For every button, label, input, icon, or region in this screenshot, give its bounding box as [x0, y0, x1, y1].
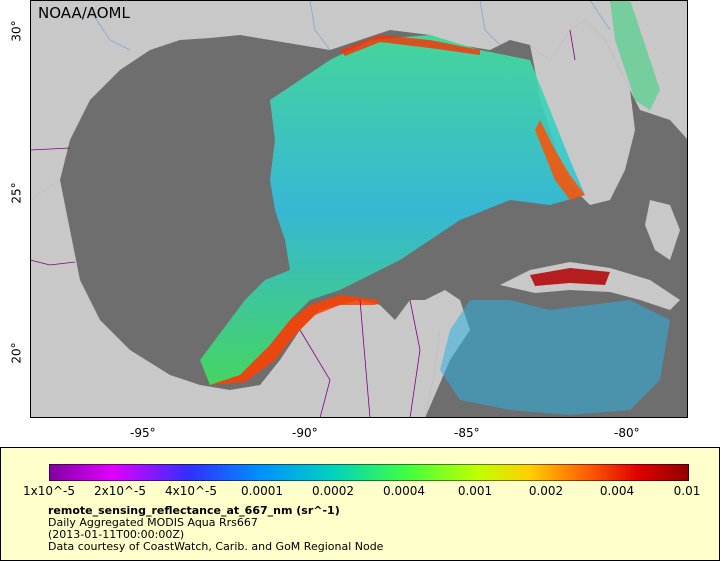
colorbar-tick-label: 4x10^-5	[164, 484, 218, 498]
colorbar-tick-label: 2x10^-5	[93, 484, 147, 498]
colorbar	[49, 464, 689, 481]
data-north-edge	[340, 35, 480, 56]
colorbar-tick-label: 0.01	[673, 484, 701, 498]
lon-label: -95°	[130, 426, 156, 440]
land-mexico	[30, 180, 440, 418]
legend-line-3: Data courtesy of CoastWatch, Carib. and …	[48, 540, 384, 553]
land-florida	[530, 20, 635, 205]
data-gulf	[200, 35, 585, 385]
data-yucatan-edge	[210, 295, 380, 385]
colorbar-tick-label: 0.0001	[241, 484, 283, 498]
colorbar-tick-label: 1x10^-5	[22, 484, 76, 498]
colorbar-tick-label: 0.0004	[383, 484, 425, 498]
lon-label: -80°	[614, 426, 640, 440]
legend-line-1: Daily Aggregated MODIS Aqua Rrs667	[48, 516, 258, 529]
map-area[interactable]	[30, 0, 688, 418]
legend-title: remote_sensing_reflectance_at_667_nm (sr…	[48, 504, 340, 517]
lat-label: 20°	[9, 342, 24, 364]
rivers	[89, 0, 611, 51]
land-central-america	[410, 290, 470, 418]
borders	[30, 29, 576, 418]
credit-label: NOAA/AOML	[38, 4, 130, 22]
legend-panel: 1x10^-5 2x10^-5 4x10^-5 0.0001 0.0002 0.…	[0, 447, 720, 561]
data-cuba-edge	[530, 268, 610, 286]
lon-label: -85°	[454, 426, 480, 440]
lon-label: -90°	[292, 426, 318, 440]
colorbar-tick-label: 0.002	[528, 484, 564, 498]
lat-label: 25°	[9, 182, 24, 204]
lat-label: 30°	[9, 20, 24, 42]
data-caribbean	[440, 300, 670, 415]
colorbar-tick-label: 0.0002	[312, 484, 354, 498]
data-florida-edge	[535, 120, 585, 200]
colorbar-tick-label: 0.004	[599, 484, 635, 498]
data-atlantic	[610, 0, 660, 110]
legend-line-2: (2013-01-11T00:00:00Z)	[48, 528, 185, 541]
land-bahamas	[645, 200, 680, 260]
colorbar-tick-label: 0.001	[457, 484, 493, 498]
map-canvas	[30, 0, 688, 418]
